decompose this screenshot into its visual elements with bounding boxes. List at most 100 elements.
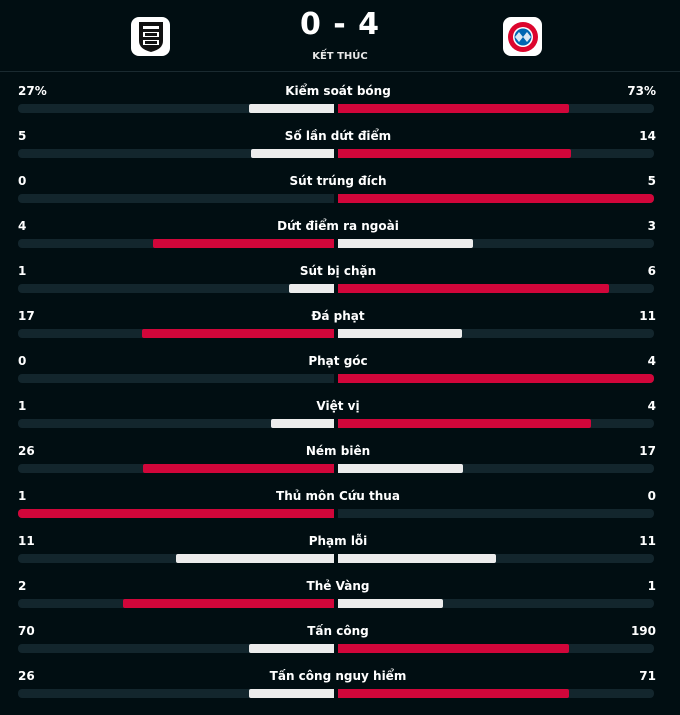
home-stat-bar	[176, 554, 334, 563]
home-stat-bar	[248, 644, 334, 653]
away-stat-bar	[338, 104, 569, 113]
away-stat-bar	[338, 374, 654, 383]
stat-label: Việt vị	[316, 399, 360, 413]
home-stat-bar	[123, 599, 334, 608]
away-stat-bar	[338, 239, 474, 248]
away-stat-value: 1	[647, 579, 656, 593]
home-stat-track	[18, 599, 334, 608]
away-stat-value: 6	[647, 264, 656, 278]
home-stat-track	[18, 194, 334, 203]
away-stat-bar	[338, 149, 571, 158]
home-stat-track	[18, 329, 334, 338]
home-stat-value: 70	[18, 624, 35, 638]
away-stat-value: 3	[647, 219, 656, 233]
home-stat-value: 5	[18, 129, 27, 143]
home-stat-track	[18, 284, 334, 293]
stat-label: Dứt điểm ra ngoài	[277, 219, 399, 233]
away-stat-value: 71	[639, 669, 656, 683]
stat-label: Thủ môn Cứu thua	[276, 489, 400, 503]
stat-row: 1 Sút bị chặn 6	[0, 257, 680, 302]
home-stat-track	[18, 104, 334, 113]
home-stat-bar	[142, 329, 334, 338]
stat-row: 0 Sút trúng đích 5	[0, 167, 680, 212]
home-stat-track	[18, 509, 334, 518]
home-stat-track	[18, 644, 334, 653]
away-stat-track	[338, 329, 654, 338]
stat-row: 26 Tấn công nguy hiểm 71	[0, 662, 680, 707]
away-stat-track	[338, 374, 654, 383]
away-stat-bar	[338, 329, 463, 338]
home-team-logo[interactable]	[131, 17, 170, 56]
away-stat-bar	[338, 554, 496, 563]
away-stat-value: 0	[647, 489, 656, 503]
away-stat-track	[338, 194, 654, 203]
home-stat-value: 11	[18, 534, 35, 548]
stat-label: Tấn công	[307, 624, 369, 638]
stat-row: 1 Thủ môn Cứu thua 0	[0, 482, 680, 527]
stat-label: Số lần dứt điểm	[284, 129, 392, 143]
away-stat-track	[338, 509, 654, 518]
home-stat-value: 17	[18, 309, 35, 323]
home-stat-value: 1	[18, 399, 27, 413]
stat-row: 27% Kiểm soát bóng 73%	[0, 77, 680, 122]
home-stat-value: 26	[18, 669, 35, 683]
away-stat-bar	[338, 644, 569, 653]
stat-label: Thẻ Vàng	[306, 579, 370, 593]
stat-label: Sút trúng đích	[289, 174, 387, 188]
away-stat-bar	[338, 419, 591, 428]
away-stat-track	[338, 419, 654, 428]
home-stat-bar	[270, 419, 334, 428]
away-stat-value: 5	[647, 174, 656, 188]
home-stat-value: 2	[18, 579, 27, 593]
stat-label: Ném biên	[305, 444, 371, 458]
home-stat-track	[18, 149, 334, 158]
stat-row: 26 Ném biên 17	[0, 437, 680, 482]
away-stat-value: 17	[639, 444, 656, 458]
home-stat-value: 27%	[18, 84, 47, 98]
home-stat-bar	[249, 689, 334, 698]
stat-row: 11 Phạm lỗi 11	[0, 527, 680, 572]
away-stat-bar	[338, 194, 654, 203]
match-header: 0 - 4 KẾT THÚC	[0, 0, 680, 70]
away-team-logo[interactable]	[503, 17, 542, 56]
away-stat-track	[338, 239, 654, 248]
home-stat-value: 4	[18, 219, 27, 233]
header-divider	[0, 71, 680, 72]
match-status: KẾT THÚC	[312, 51, 368, 62]
away-stat-value: 11	[639, 309, 656, 323]
away-stat-bar	[338, 284, 609, 293]
away-stat-bar	[338, 599, 444, 608]
away-stat-track	[338, 284, 654, 293]
home-stat-value: 0	[18, 174, 27, 188]
home-stat-value: 26	[18, 444, 35, 458]
home-stat-track	[18, 374, 334, 383]
fc-bayern-munchen-crest-icon	[507, 21, 538, 52]
away-stat-track	[338, 689, 654, 698]
home-stat-bar	[248, 104, 334, 113]
home-stat-bar	[288, 284, 334, 293]
away-stat-track	[338, 554, 654, 563]
away-stat-value: 4	[647, 354, 656, 368]
away-stat-value: 11	[639, 534, 656, 548]
home-stat-value: 0	[18, 354, 27, 368]
home-stat-track	[18, 464, 334, 473]
home-stat-track	[18, 419, 334, 428]
stat-row: 70 Tấn công 190	[0, 617, 680, 662]
stat-label: Đá phạt	[311, 309, 365, 323]
away-stat-value: 14	[639, 129, 656, 143]
away-stat-value: 73%	[627, 84, 656, 98]
stat-label: Kiểm soát bóng	[285, 84, 391, 98]
away-stat-track	[338, 149, 654, 158]
away-stat-bar	[338, 464, 463, 473]
away-stat-track	[338, 104, 654, 113]
stat-row: 0 Phạt góc 4	[0, 347, 680, 392]
home-stat-track	[18, 554, 334, 563]
home-stat-bar	[250, 149, 334, 158]
stat-row: 5 Số lần dứt điểm 14	[0, 122, 680, 167]
match-score: 0 - 4	[299, 7, 381, 42]
away-stat-track	[338, 644, 654, 653]
stat-row: 2 Thẻ Vàng 1	[0, 572, 680, 617]
stat-row: 17 Đá phạt 11	[0, 302, 680, 347]
stat-row: 4 Dứt điểm ra ngoài 3	[0, 212, 680, 257]
home-stat-bar	[153, 239, 334, 248]
